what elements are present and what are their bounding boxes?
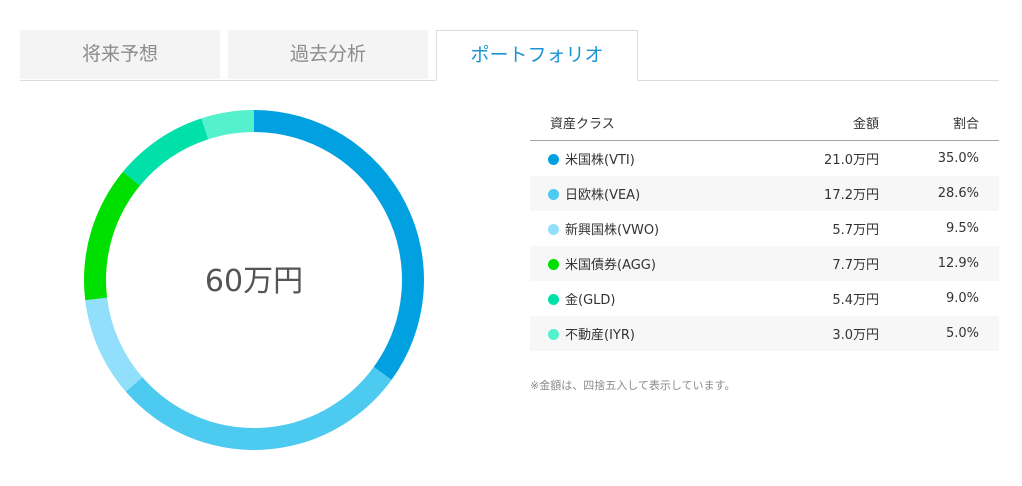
amount-cell: 5.4万円 <box>832 293 879 308</box>
amount-cell: 3.0万円 <box>719 316 899 351</box>
asset-class-label: 米国債券(AGG) <box>565 258 656 273</box>
donut-slice <box>125 366 392 450</box>
asset-class-cell: 不動産(IYR) <box>530 316 719 351</box>
legend-dot-icon <box>548 189 559 200</box>
legend-dot-icon <box>548 259 559 270</box>
rounding-footnote: ※金額は、四捨五入して表示しています。 <box>530 379 736 392</box>
donut-slices <box>84 110 424 450</box>
amount-cell: 17.2万円 <box>719 176 899 211</box>
legend-dot-icon <box>548 294 559 305</box>
header-amount: 金額 <box>719 105 899 141</box>
donut-total-label: 60万円 <box>205 264 303 299</box>
legend-dot-icon <box>548 154 559 165</box>
asset-class-label: 新興国株(VWO) <box>565 223 660 238</box>
asset-class-cell: 米国株(VTI) <box>530 141 719 177</box>
tab-future-forecast[interactable]: 将来予想 <box>20 30 220 79</box>
ratio-cell: 12.9% <box>899 246 999 281</box>
donut-slice <box>254 110 424 380</box>
donut-svg: 60万円 <box>84 110 424 450</box>
table-row: 日欧株(VEA) 17.2万円 28.6% <box>530 176 999 211</box>
asset-class-cell: 米国債券(AGG) <box>530 246 719 281</box>
header-asset-class: 資産クラス <box>530 105 719 141</box>
allocation-table: 資産クラス 金額 割合 米国株(VTI) 21.0万円 35.0% 日欧株(VEA) 1… <box>530 105 999 351</box>
asset-class-label: 金(GLD) <box>565 293 616 308</box>
donut-slice <box>201 110 254 140</box>
legend-dot-icon <box>548 329 559 340</box>
asset-class-cell: 日欧株(VEA) <box>530 176 719 211</box>
asset-class-cell: 新興国株(VWO) <box>530 211 719 246</box>
ratio-cell: 5.0% <box>899 316 999 351</box>
amount-cell: 21.0万円 <box>824 153 879 168</box>
header-ratio: 割合 <box>899 105 999 141</box>
asset-class-label: 不動産(IYR) <box>565 328 635 343</box>
portfolio-donut-chart: 60万円 <box>84 110 424 450</box>
table-row: 米国債券(AGG) 7.7万円 12.9% <box>530 246 999 281</box>
ratio-cell: 28.6% <box>899 176 999 211</box>
table-row: 新興国株(VWO) 5.7万円 9.5% <box>530 211 999 246</box>
donut-slice <box>123 118 209 186</box>
ratio-cell: 35.0% <box>937 151 979 166</box>
allocation-table-body: 米国株(VTI) 21.0万円 35.0% 日欧株(VEA) 17.2万円 28.6% 新興… <box>530 141 999 351</box>
donut-slice <box>84 171 140 301</box>
amount-cell: 7.7万円 <box>719 246 899 281</box>
tab-past-analysis[interactable]: 過去分析 <box>228 30 428 79</box>
donut-slice <box>85 297 143 392</box>
table-header-row: 資産クラス 金額 割合 <box>530 105 999 141</box>
ratio-cell: 9.5% <box>945 221 979 236</box>
table-row: 米国株(VTI) 21.0万円 35.0% <box>530 141 999 177</box>
table-row: 金(GLD) 5.4万円 9.0% <box>530 281 999 316</box>
asset-class-label: 日欧株(VEA) <box>565 188 641 203</box>
tab-bar: 将来予想 過去分析 ポートフォリオ <box>20 30 999 81</box>
tab-portfolio[interactable]: ポートフォリオ <box>436 30 638 81</box>
legend-dot-icon <box>548 224 559 235</box>
asset-class-cell: 金(GLD) <box>530 281 719 316</box>
ratio-cell: 9.0% <box>945 291 979 306</box>
asset-class-label: 米国株(VTI) <box>565 153 635 168</box>
amount-cell: 5.7万円 <box>832 223 879 238</box>
table-row: 不動産(IYR) 3.0万円 5.0% <box>530 316 999 351</box>
